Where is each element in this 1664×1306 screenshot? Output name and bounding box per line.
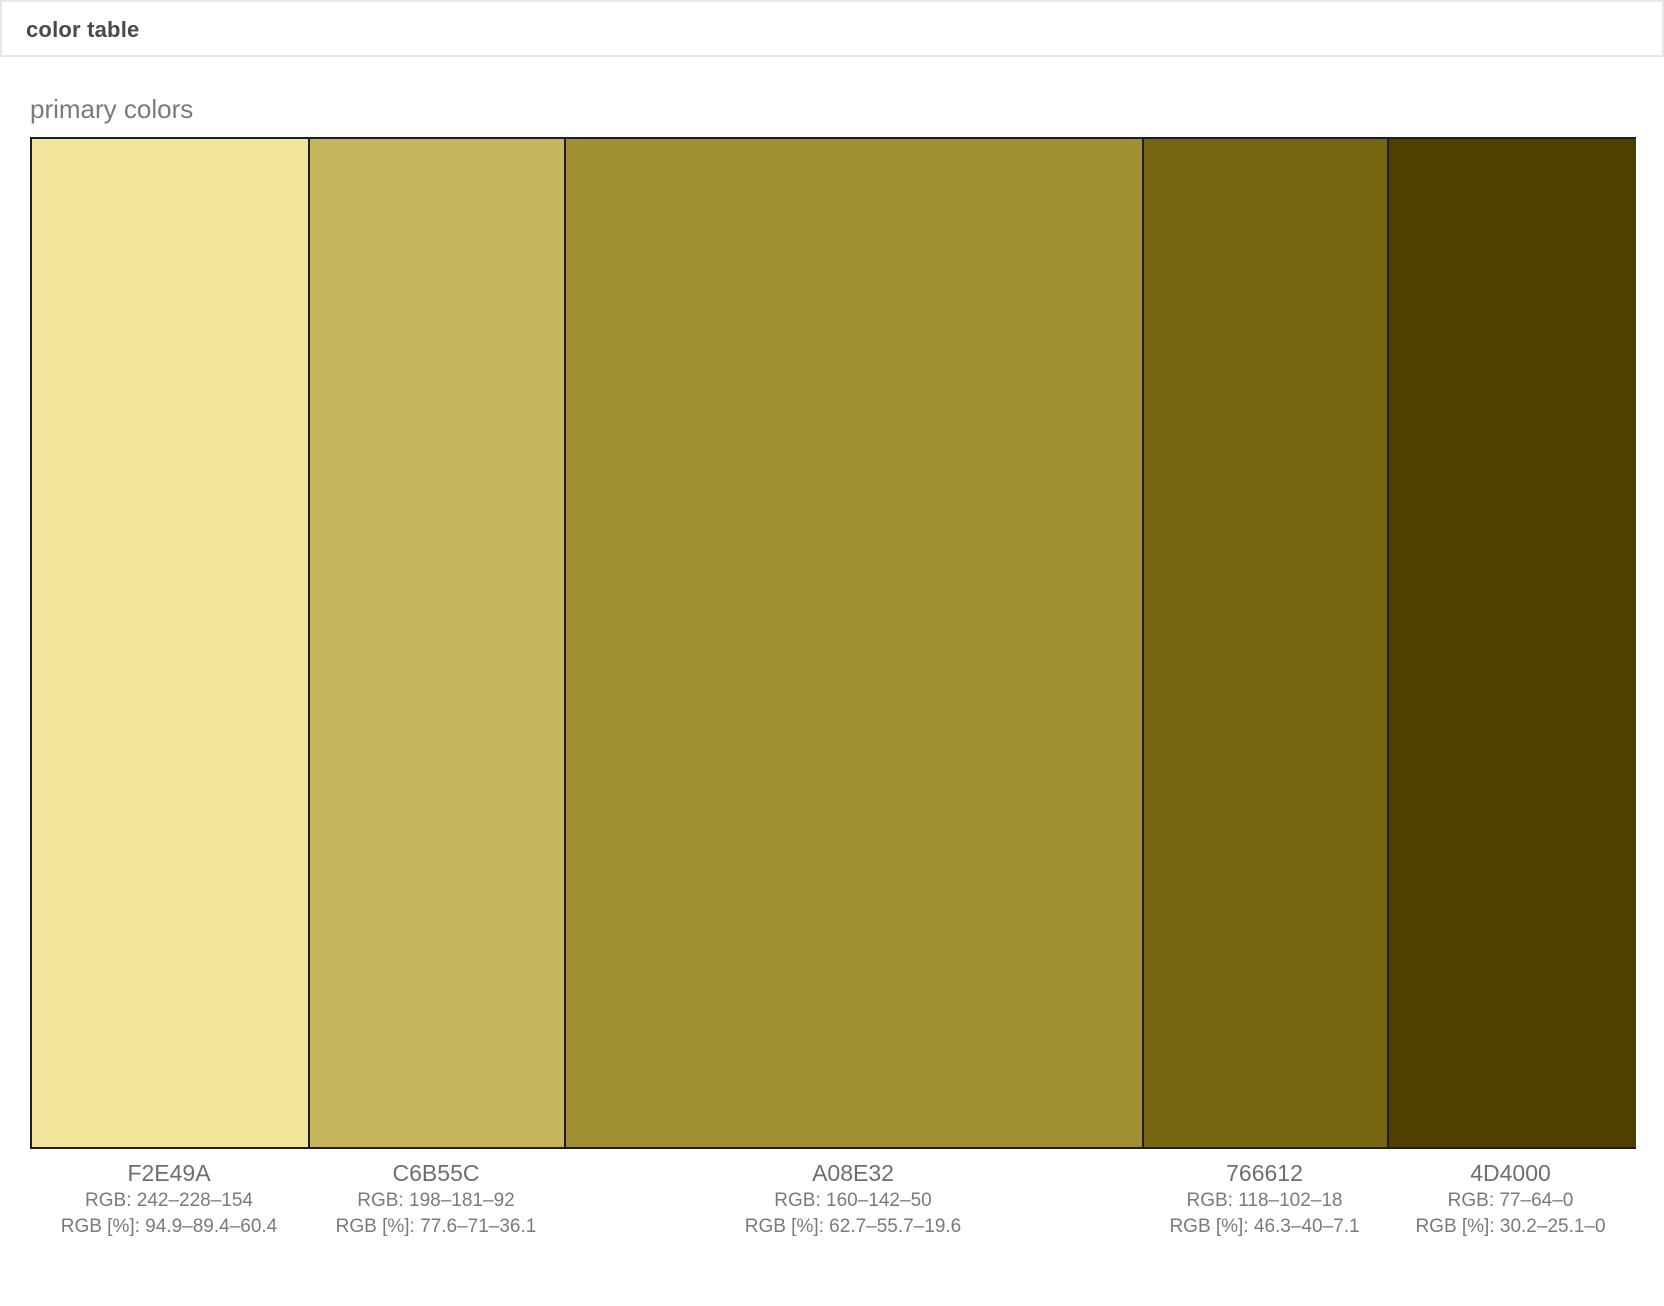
- hex-code: F2E49A: [127, 1160, 211, 1186]
- rgb-percent-value: RGB [%]: 46.3–40–7.1: [1169, 1216, 1360, 1237]
- swatch-label-2: C6B55C RGB: 198–181–92 RGB [%]: 77.6–71–…: [308, 1158, 564, 1240]
- rgb-percent-value: RGB [%]: 77.6–71–36.1: [335, 1216, 537, 1237]
- color-swatch-5: [1389, 139, 1636, 1147]
- rgb-value: RGB: 118–102–18: [1186, 1190, 1343, 1211]
- page-title: color table: [26, 17, 140, 42]
- color-swatch-3: [566, 139, 1144, 1147]
- hex-code: 4D4000: [1470, 1160, 1551, 1186]
- hex-code: A08E32: [812, 1160, 894, 1186]
- color-swatch-2: [310, 139, 566, 1147]
- rgb-value: RGB: 77–64–0: [1447, 1190, 1574, 1211]
- rgb-percent-value: RGB [%]: 62.7–55.7–19.6: [744, 1216, 962, 1237]
- swatch-label-4: 766612 RGB: 118–102–18 RGB [%]: 46.3–40–…: [1142, 1158, 1387, 1240]
- color-swatch-4: [1144, 139, 1389, 1147]
- swatch-row: [30, 137, 1636, 1149]
- swatch-label-5: 4D4000 RGB: 77–64–0 RGB [%]: 30.2–25.1–0: [1387, 1158, 1634, 1240]
- rgb-percent-value: RGB [%]: 30.2–25.1–0: [1415, 1216, 1606, 1237]
- section-title: primary colors: [30, 94, 194, 124]
- rgb-value: RGB: 160–142–50: [774, 1190, 932, 1211]
- color-swatch-1: [32, 139, 310, 1147]
- hex-code: C6B55C: [392, 1160, 480, 1186]
- rgb-value: RGB: 198–181–92: [357, 1190, 515, 1211]
- rgb-value: RGB: 242–228–154: [85, 1190, 253, 1211]
- swatch-label-3: A08E32 RGB: 160–142–50 RGB [%]: 62.7–55.…: [564, 1158, 1142, 1240]
- hex-code: 766612: [1226, 1160, 1303, 1186]
- header-bar: color table: [0, 0, 1664, 57]
- swatch-label-1: F2E49A RGB: 242–228–154 RGB [%]: 94.9–89…: [30, 1158, 308, 1240]
- swatch-labels: F2E49A RGB: 242–228–154 RGB [%]: 94.9–89…: [30, 1158, 1636, 1240]
- rgb-percent-value: RGB [%]: 94.9–89.4–60.4: [60, 1216, 278, 1237]
